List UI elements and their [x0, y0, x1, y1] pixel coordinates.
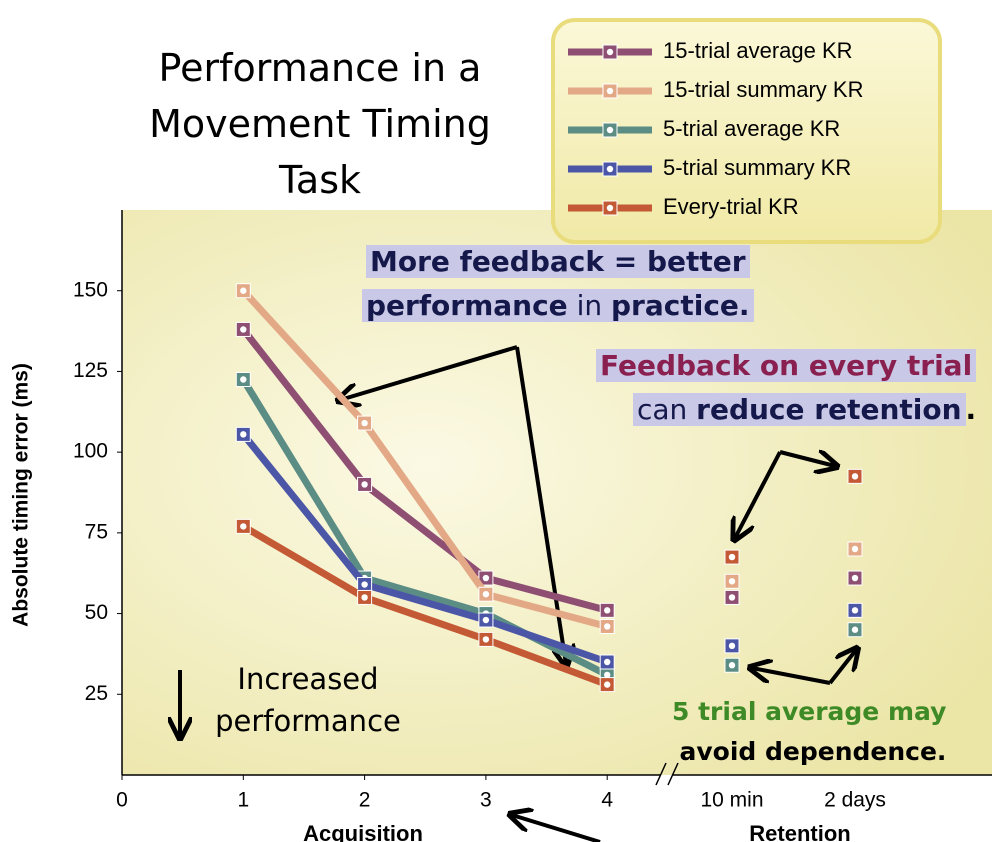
x-tick-label: 3: [480, 789, 492, 812]
x-axis-label: Acquisition: [303, 821, 423, 842]
legend-label: 5-trial summary KR: [663, 155, 851, 180]
annotation-text: Feedback on every trial: [596, 349, 977, 382]
x-tick-label: 1: [237, 789, 249, 812]
y-axis-label: Absolute timing error (ms): [10, 363, 33, 627]
series-line: [241, 523, 609, 688]
series: [235, 426, 863, 670]
x-tick-label: 4: [601, 789, 613, 812]
annotation-text: can: [636, 393, 697, 426]
point-dot: [240, 523, 247, 530]
annotation-text: performance: [366, 289, 568, 322]
retention-point-dot: [728, 578, 736, 585]
y-tick-label: 75: [85, 520, 108, 543]
x-tick-label: 10 min: [700, 789, 763, 812]
legend-label: 5-trial average KR: [663, 116, 840, 141]
retention-point-dot: [851, 545, 859, 553]
retention-point-dot: [851, 607, 859, 614]
annotation-increased: Increased performance: [215, 662, 401, 738]
y-tick-label: 125: [73, 359, 108, 382]
legend-marker-dot: [606, 204, 614, 212]
annotation-text: 5 trial average may: [672, 697, 947, 726]
retention-point-dot: [851, 473, 859, 480]
annotation-text: .: [965, 393, 977, 426]
annotation-more-feedback: More feedback = better performance in pra…: [362, 240, 754, 328]
x-tick-label: 2: [359, 789, 371, 812]
series: [235, 283, 863, 634]
legend-marker-dot: [606, 165, 614, 173]
y-tick-label: 50: [85, 601, 108, 624]
annotation-five-trial: 5 trial average may avoid dependence.: [672, 692, 946, 772]
point-dot: [361, 481, 368, 488]
retention-point-dot: [728, 594, 736, 601]
series-line: [240, 327, 609, 614]
retention-point-dot: [851, 626, 859, 633]
x-tick-label: 0: [116, 789, 128, 812]
point-dot: [604, 658, 611, 666]
point-dot: [240, 431, 247, 438]
series-line: [240, 432, 609, 666]
annotation-text: avoid dependence.: [679, 737, 947, 766]
retention-label: Retention: [749, 821, 850, 842]
point-dot: [604, 623, 611, 630]
point-dot: [240, 287, 247, 294]
point-dot: [604, 671, 611, 679]
annotation-text: in: [567, 289, 611, 322]
series: [235, 321, 863, 618]
chart-title: Performance in a Movement Timing Task: [149, 46, 491, 202]
series: [235, 468, 863, 693]
axis-break: [655, 762, 679, 786]
point-dot: [361, 419, 368, 427]
series-line: [240, 288, 609, 630]
retention-point-dot: [728, 553, 736, 561]
point-dot: [482, 574, 490, 582]
y-tick-label: 150: [73, 278, 108, 301]
retention-point-dot: [728, 642, 736, 650]
y-tick-label: 100: [73, 440, 108, 463]
legend-label: 15-trial summary KR: [663, 77, 863, 102]
point-dot: [240, 326, 247, 333]
legend-marker-dot: [606, 87, 614, 95]
annotation-every-trial: Feedback on every trial can reduce retent…: [596, 344, 977, 432]
arrows: [180, 345, 856, 842]
legend-box: [551, 18, 942, 244]
point-dot: [604, 681, 611, 688]
point-dot: [361, 581, 368, 588]
legend-label: Every-trial KR: [663, 194, 799, 219]
legend-marker-dot: [606, 126, 614, 134]
retention-point-dot: [851, 574, 859, 582]
x-tick-label: 2 days: [824, 789, 886, 812]
point-dot: [361, 594, 368, 601]
point-dot: [604, 607, 611, 614]
retention-point-dot: [728, 662, 736, 669]
annotation-text: reduce retention: [696, 393, 962, 426]
annotation-text: practice.: [611, 289, 750, 322]
annotation-text: More feedback = better: [365, 245, 750, 278]
point-dot: [482, 591, 490, 598]
point-dot: [482, 616, 490, 624]
point-dot: [482, 636, 490, 643]
legend-marker-dot: [606, 48, 614, 56]
y-tick-label: 25: [85, 682, 108, 705]
legend-label: 15-trial average KR: [663, 38, 853, 63]
point-dot: [240, 376, 247, 383]
